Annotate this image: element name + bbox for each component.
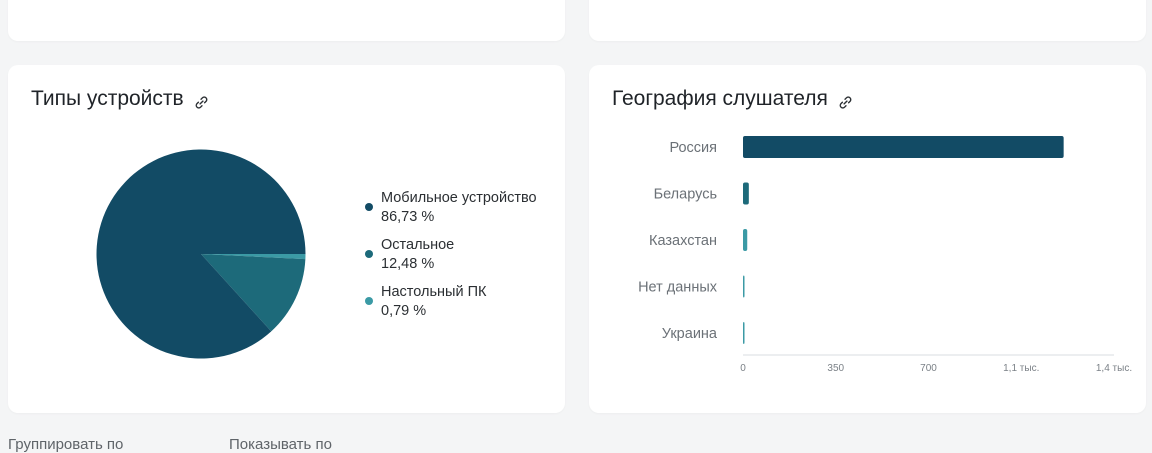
category-label: Россия	[669, 140, 717, 156]
pie-slice-2[interactable]	[201, 254, 306, 332]
x-tick-label: 1,1 тыс.	[1003, 363, 1039, 374]
legend-item[interactable]: Мобильное устройство 86,73 %	[365, 189, 537, 227]
category-label: Нет данных	[638, 280, 718, 296]
link-icon[interactable]	[838, 92, 853, 109]
legend-dot	[365, 250, 373, 258]
device-types-title: Типы устройств	[31, 87, 209, 111]
bar-3[interactable]	[743, 229, 748, 251]
pie-slice-1[interactable]	[96, 149, 306, 359]
x-tick-label: 350	[827, 363, 844, 374]
show-by-label: Показывать по	[229, 436, 332, 453]
legend-value: 86,73 %	[381, 209, 435, 225]
geography-bar-chart: Россия Беларусь Казахстан Нет данных Украина…	[638, 136, 1132, 374]
legend-item[interactable]: Настольный ПК 0,79 %	[365, 283, 537, 321]
legend-dot	[365, 203, 373, 211]
device-pie-chart	[96, 149, 306, 359]
x-tick-label: 0	[740, 363, 746, 374]
pie-legend: Мобильное устройство 86,73 % Остальное 12,4…	[365, 189, 537, 330]
legend-value: 0,79 %	[381, 303, 427, 319]
x-tick-label: 700	[920, 363, 937, 374]
geography-title: География слушателя	[612, 87, 853, 111]
geography-card: География слушателя Россия Беларусь Казахс…	[589, 65, 1146, 413]
legend-label: Остальное	[381, 237, 455, 253]
x-tick-label: 1,4 тыс.	[1096, 363, 1132, 374]
geography-title-text: География слушателя	[612, 87, 828, 110]
legend-value: 12,48 %	[381, 256, 435, 272]
bar-4[interactable]	[743, 275, 745, 298]
category-label: Казахстан	[649, 233, 717, 249]
top-right-card	[589, 0, 1146, 41]
legend-item[interactable]: Остальное 12,48 %	[365, 236, 537, 274]
pie-slice-3[interactable]	[201, 254, 306, 260]
category-label: Беларусь	[654, 187, 717, 203]
legend-label: Мобильное устройство	[381, 190, 537, 206]
top-left-card	[8, 0, 565, 41]
bar-2[interactable]	[743, 182, 749, 205]
device-types-card: Типы устройств Мобильное устройство 86,73…	[8, 65, 565, 413]
group-by-label: Группировать по	[8, 436, 124, 453]
legend-label: Настольный ПК	[381, 284, 487, 300]
legend-dot	[365, 297, 373, 305]
bar-1[interactable]	[743, 136, 1064, 158]
link-icon[interactable]	[194, 92, 209, 109]
bar-5[interactable]	[743, 322, 745, 344]
device-types-title-text: Типы устройств	[31, 87, 184, 110]
category-label: Украина	[662, 326, 718, 342]
